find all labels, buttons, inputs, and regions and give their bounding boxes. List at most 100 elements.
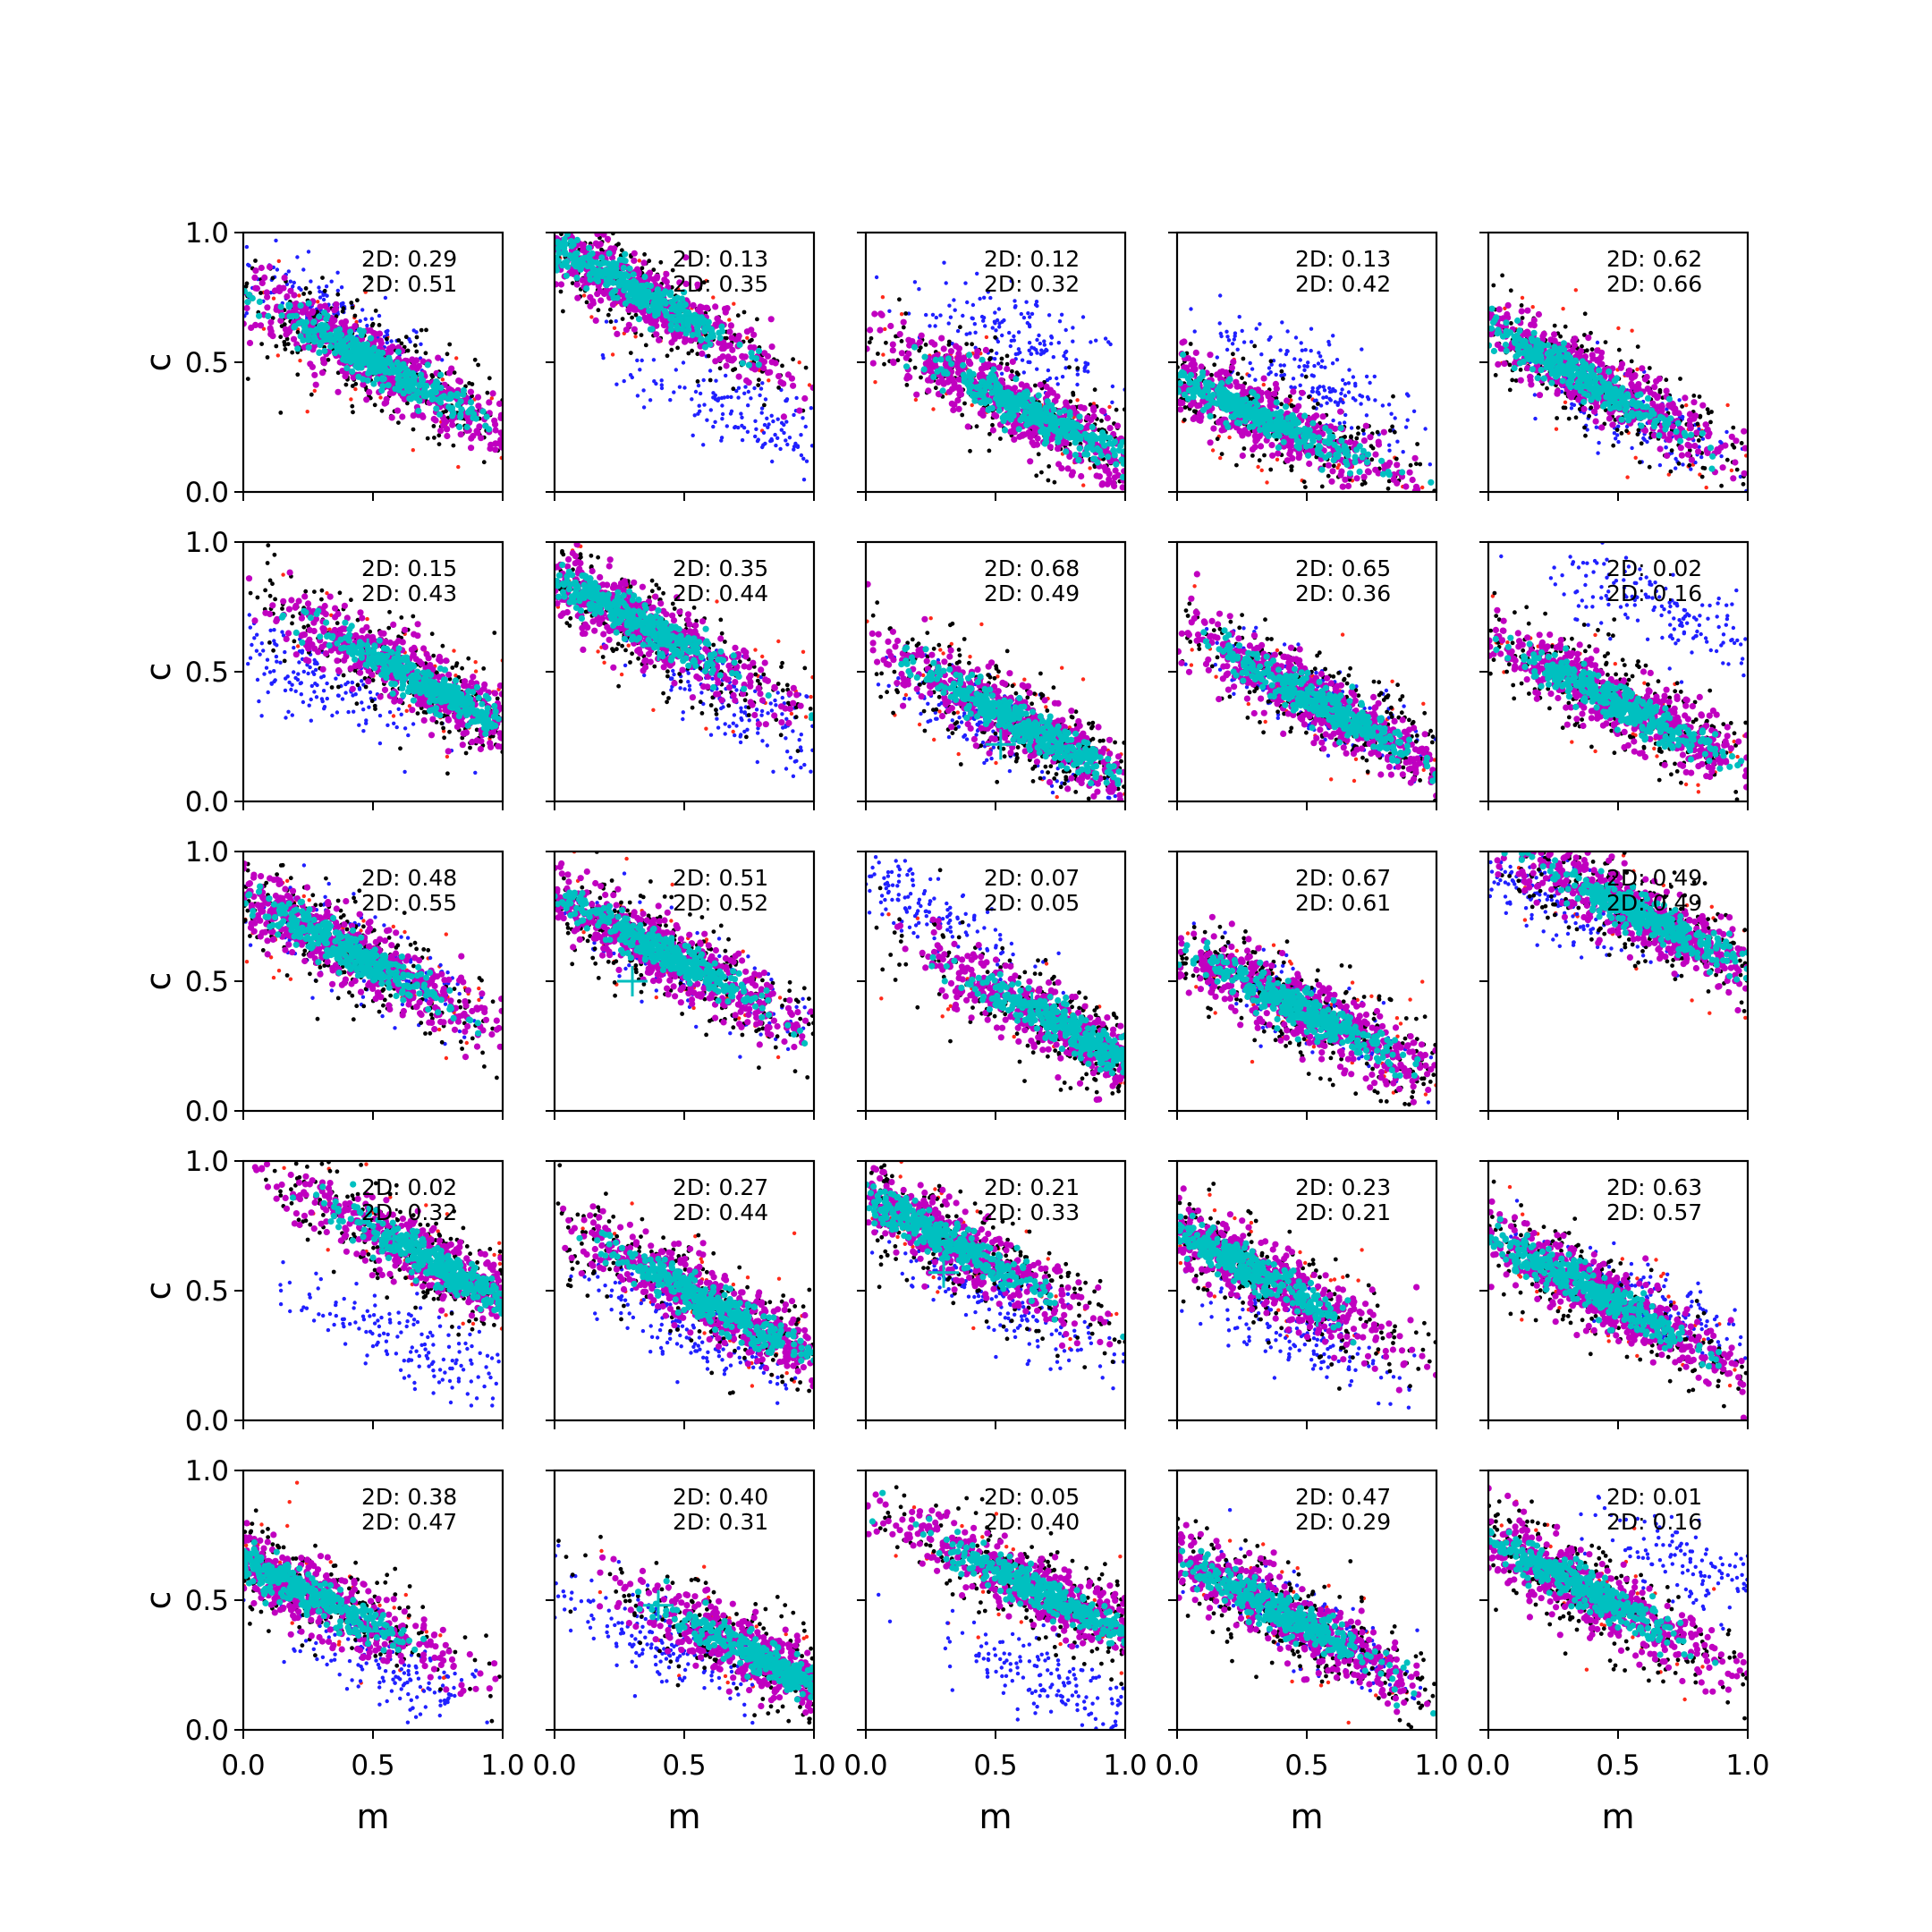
cyan-series-point	[316, 313, 323, 320]
magenta-series-point	[445, 386, 453, 393]
black-series-point	[451, 443, 456, 448]
black-series-point	[968, 448, 972, 453]
blue-series-point	[1013, 299, 1017, 303]
black-series-point	[1235, 371, 1241, 377]
cyan-series-point	[1043, 404, 1051, 411]
blue-series-point	[746, 389, 750, 394]
magenta-series-point	[492, 440, 499, 447]
blue-series-point	[713, 419, 717, 424]
magenta-series-point	[748, 326, 755, 334]
magenta-series-point	[1411, 487, 1419, 492]
magenta-series-point	[780, 380, 787, 387]
magenta-series-point	[760, 358, 768, 365]
blue-series-point	[1232, 337, 1237, 342]
cyan-series-point	[1317, 444, 1324, 451]
red-series-point	[1218, 455, 1223, 461]
blue-series-point	[720, 411, 725, 417]
magenta-series-point	[456, 378, 464, 386]
magenta-series-point	[1264, 390, 1271, 397]
blue-series-point	[360, 308, 365, 312]
magenta-series-point	[1337, 471, 1344, 479]
black-series-point	[803, 365, 809, 370]
magenta-series-point	[682, 254, 690, 261]
blue-series-point	[1322, 388, 1327, 393]
blue-series-point	[972, 322, 978, 326]
black-series-point	[1262, 453, 1267, 458]
blue-series-point	[1300, 373, 1304, 377]
blue-series-point	[321, 297, 326, 302]
blue-series-point	[1365, 394, 1370, 400]
magenta-series-point	[954, 397, 962, 404]
cyan-series-point	[297, 302, 304, 309]
blue-series-point	[1333, 400, 1338, 404]
cyan-series-point	[394, 359, 401, 366]
cyan-series-point	[479, 408, 487, 415]
magenta-series-point	[343, 370, 350, 377]
cyan-series-point	[564, 233, 572, 238]
cyan-series-point	[1073, 421, 1080, 428]
magenta-series-point	[1372, 451, 1379, 458]
blue-series-point	[329, 279, 334, 284]
blue-series-point	[771, 419, 775, 424]
blue-series-point	[321, 292, 326, 298]
cyan-series-point	[415, 407, 422, 414]
cyan-series-point	[352, 336, 360, 343]
cyan-series-point	[583, 285, 590, 292]
cyan-series-point	[1275, 444, 1282, 451]
black-series-point	[933, 386, 938, 391]
blue-series-point	[763, 441, 767, 446]
magenta-series-point	[360, 381, 367, 388]
magenta-series-point	[449, 421, 456, 428]
cyan-series-point	[986, 397, 993, 404]
black-series-point	[606, 312, 611, 318]
cyan-series-point	[373, 376, 381, 383]
annotation-text: 2D: 0.13	[673, 246, 768, 272]
black-series-point	[1375, 429, 1380, 435]
blue-series-point	[1268, 335, 1273, 340]
black-series-point	[1092, 387, 1097, 393]
cyan-series-point	[483, 413, 490, 420]
black-series-point	[899, 339, 904, 343]
cyan-series-point	[318, 323, 325, 331]
cyan-series-point	[902, 363, 911, 370]
black-series-point	[284, 336, 290, 342]
black-series-point	[341, 306, 346, 311]
blue-series-point	[1280, 320, 1284, 325]
annotation-text: 2D: 0.51	[361, 271, 457, 297]
magenta-series-point	[1083, 424, 1090, 431]
cyan-series-point	[1352, 453, 1359, 461]
blue-series-point	[1328, 398, 1334, 402]
black-series-point	[278, 411, 284, 415]
blue-series-point	[309, 279, 313, 284]
blue-series-point	[1075, 382, 1080, 387]
cyan-series-point	[1081, 430, 1089, 437]
red-series-point	[767, 378, 771, 383]
magenta-series-point	[267, 327, 275, 335]
cyan-series-point	[698, 335, 705, 343]
blue-series-point	[769, 436, 774, 442]
black-series-point	[274, 343, 279, 349]
blue-series-point	[1189, 307, 1193, 311]
magenta-series-point	[1284, 397, 1291, 404]
blue-series-point	[1309, 373, 1315, 377]
blue-series-point	[648, 398, 653, 402]
cyan-series-point	[1041, 440, 1048, 447]
cyan-series-point	[449, 412, 456, 419]
blue-series-point	[1337, 421, 1343, 426]
blue-series	[874, 260, 1125, 417]
magenta-series-point	[867, 326, 874, 334]
cyan-series-point	[332, 350, 339, 357]
blue-series-point	[1339, 391, 1343, 396]
magenta-series-point	[437, 428, 445, 435]
magenta-series-point	[614, 330, 621, 337]
magenta-series-point	[1033, 441, 1041, 448]
blue-series-point	[677, 385, 682, 389]
magenta-series-point	[697, 303, 704, 310]
red-series-point	[1091, 402, 1097, 406]
cyan-series-point	[460, 391, 467, 398]
magenta-series-point	[801, 394, 809, 402]
magenta-series-point	[1198, 413, 1205, 420]
cyan-series-point	[748, 350, 755, 357]
blue-series-point	[1071, 339, 1075, 343]
